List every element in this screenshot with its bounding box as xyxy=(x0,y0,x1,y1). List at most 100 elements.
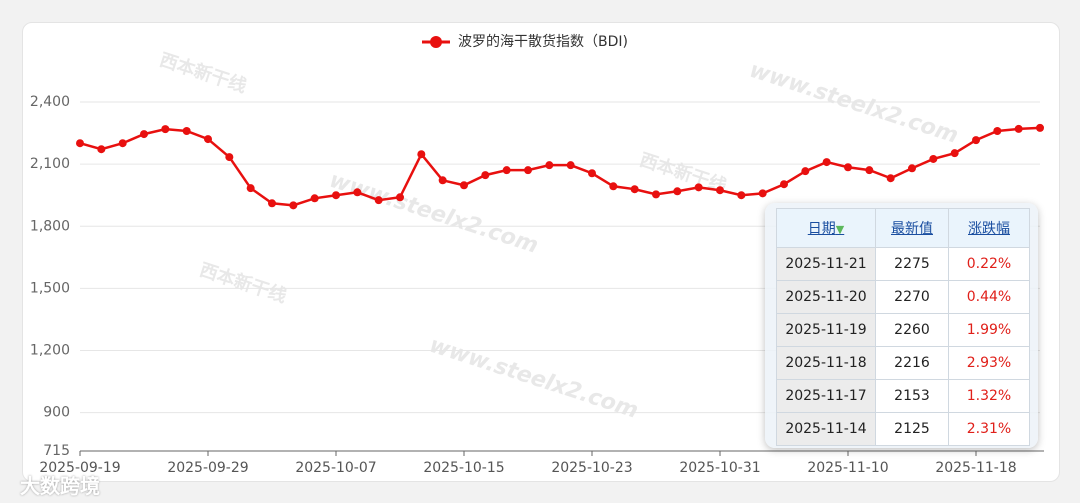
y-tick-label: 2,400 xyxy=(30,94,70,110)
point xyxy=(204,135,212,144)
point xyxy=(396,193,404,202)
point xyxy=(865,166,874,175)
point xyxy=(97,145,106,154)
point xyxy=(502,166,511,175)
table-cell: 2.31% xyxy=(948,412,1030,446)
table-cell: 0.44% xyxy=(948,280,1030,314)
point xyxy=(161,125,170,134)
y-tick-label: 1,500 xyxy=(30,280,70,296)
point xyxy=(929,154,938,163)
table-row: 2025-11-19 2260 1.99% xyxy=(776,313,1030,347)
table-row: 2025-11-17 2153 1.32% xyxy=(776,379,1030,413)
x-tick-label: 2025-11-18 xyxy=(935,460,1016,476)
point xyxy=(630,185,639,194)
point xyxy=(801,167,810,176)
point xyxy=(737,191,746,200)
point xyxy=(182,126,191,135)
x-tick-label: 2025-10-23 xyxy=(551,460,632,476)
point xyxy=(140,130,148,139)
table-header[interactable]: 日期▼ xyxy=(776,208,876,248)
data-table-panel: 日期▼ 最新值 涨跌幅 2025-11-21 2275 0.22% 2025-11-2… xyxy=(765,203,1038,448)
header-text[interactable]: 日期 xyxy=(807,221,836,237)
table-cell: 2025-11-20 xyxy=(776,280,876,314)
legend-marker xyxy=(430,36,442,48)
point xyxy=(289,201,298,210)
point xyxy=(780,180,788,189)
table-cell: 2260 xyxy=(875,313,949,347)
legend-label: 波罗的海干散货指数（BDI) xyxy=(458,33,628,50)
point xyxy=(374,196,383,205)
point xyxy=(588,169,596,178)
y-tick-label: 1,200 xyxy=(30,343,70,359)
table-cell: 2025-11-17 xyxy=(776,379,876,413)
table-cell: 1.99% xyxy=(948,313,1030,347)
table-cell: 0.22% xyxy=(948,247,1030,281)
table-cell: 2275 xyxy=(875,247,949,281)
brand: 大数跨境 xyxy=(20,474,100,498)
line xyxy=(79,126,1041,207)
point xyxy=(225,153,234,162)
watermark: www.steelx2.com xyxy=(426,333,641,424)
point xyxy=(268,199,276,208)
point xyxy=(353,188,362,197)
x-tick-label: 2025-10-15 xyxy=(423,460,504,476)
table-cell: 2025-11-19 xyxy=(776,313,876,347)
y-tick-label: 2,100 xyxy=(30,156,70,172)
point xyxy=(118,139,127,148)
y-tick-label: 900 xyxy=(43,405,70,421)
table-row: 2025-11-18 2216 2.93% xyxy=(776,346,1030,380)
point xyxy=(246,184,255,193)
table-cell: 2270 xyxy=(875,280,949,314)
point xyxy=(545,161,554,170)
point xyxy=(673,187,682,196)
point xyxy=(481,171,490,180)
point xyxy=(566,161,575,170)
point xyxy=(417,150,426,159)
x-tick-label: 2025-09-29 xyxy=(167,460,248,476)
table-row: 2025-11-20 2270 0.44% xyxy=(776,280,1030,314)
table-cell: 1.32% xyxy=(948,379,1030,413)
data-table: 日期▼ 最新值 涨跌幅 2025-11-21 2275 0.22% 2025-11-2… xyxy=(776,208,1030,446)
point xyxy=(758,189,767,198)
point xyxy=(332,191,340,200)
point xyxy=(524,166,532,175)
watermark: 西本新干线 xyxy=(157,49,249,98)
x-tick-label: 2025-10-07 xyxy=(295,460,376,476)
point xyxy=(652,190,660,199)
point xyxy=(609,182,618,191)
y-tick-label: 1,800 xyxy=(30,218,70,234)
point xyxy=(438,176,447,185)
y-tick-label: 715 xyxy=(43,443,70,459)
table-cell: 2.93% xyxy=(948,346,1030,380)
table-header[interactable]: 最新值 xyxy=(875,208,949,248)
watermark: 西本新干线 xyxy=(197,259,289,308)
watermark: www.steelx2.com xyxy=(326,168,541,259)
point xyxy=(908,164,916,173)
point xyxy=(716,186,724,195)
x-tick-label: 2025-11-10 xyxy=(807,460,888,476)
table-cell: 2025-11-18 xyxy=(776,346,876,380)
point xyxy=(993,126,1002,135)
point xyxy=(950,149,959,158)
point xyxy=(310,194,319,203)
watermark: www.steelx2.com xyxy=(746,58,961,149)
point xyxy=(822,158,831,167)
table-header[interactable]: 涨跌幅 xyxy=(948,208,1030,248)
point xyxy=(76,139,84,148)
table-cell: 2125 xyxy=(875,412,949,446)
point xyxy=(1036,123,1044,132)
table-row: 2025-11-14 2125 2.31% xyxy=(776,412,1030,446)
table-cell: 2153 xyxy=(875,379,949,413)
table-row: 2025-11-21 2275 0.22% xyxy=(776,247,1030,281)
point xyxy=(972,136,980,145)
point xyxy=(694,183,703,192)
table-cell: 2025-11-14 xyxy=(776,412,876,446)
point xyxy=(844,163,852,172)
x-tick-label: 2025-10-31 xyxy=(679,460,760,476)
point xyxy=(460,181,468,190)
point xyxy=(1014,124,1023,133)
table-cell: 2025-11-21 xyxy=(776,247,876,281)
point xyxy=(886,174,895,183)
